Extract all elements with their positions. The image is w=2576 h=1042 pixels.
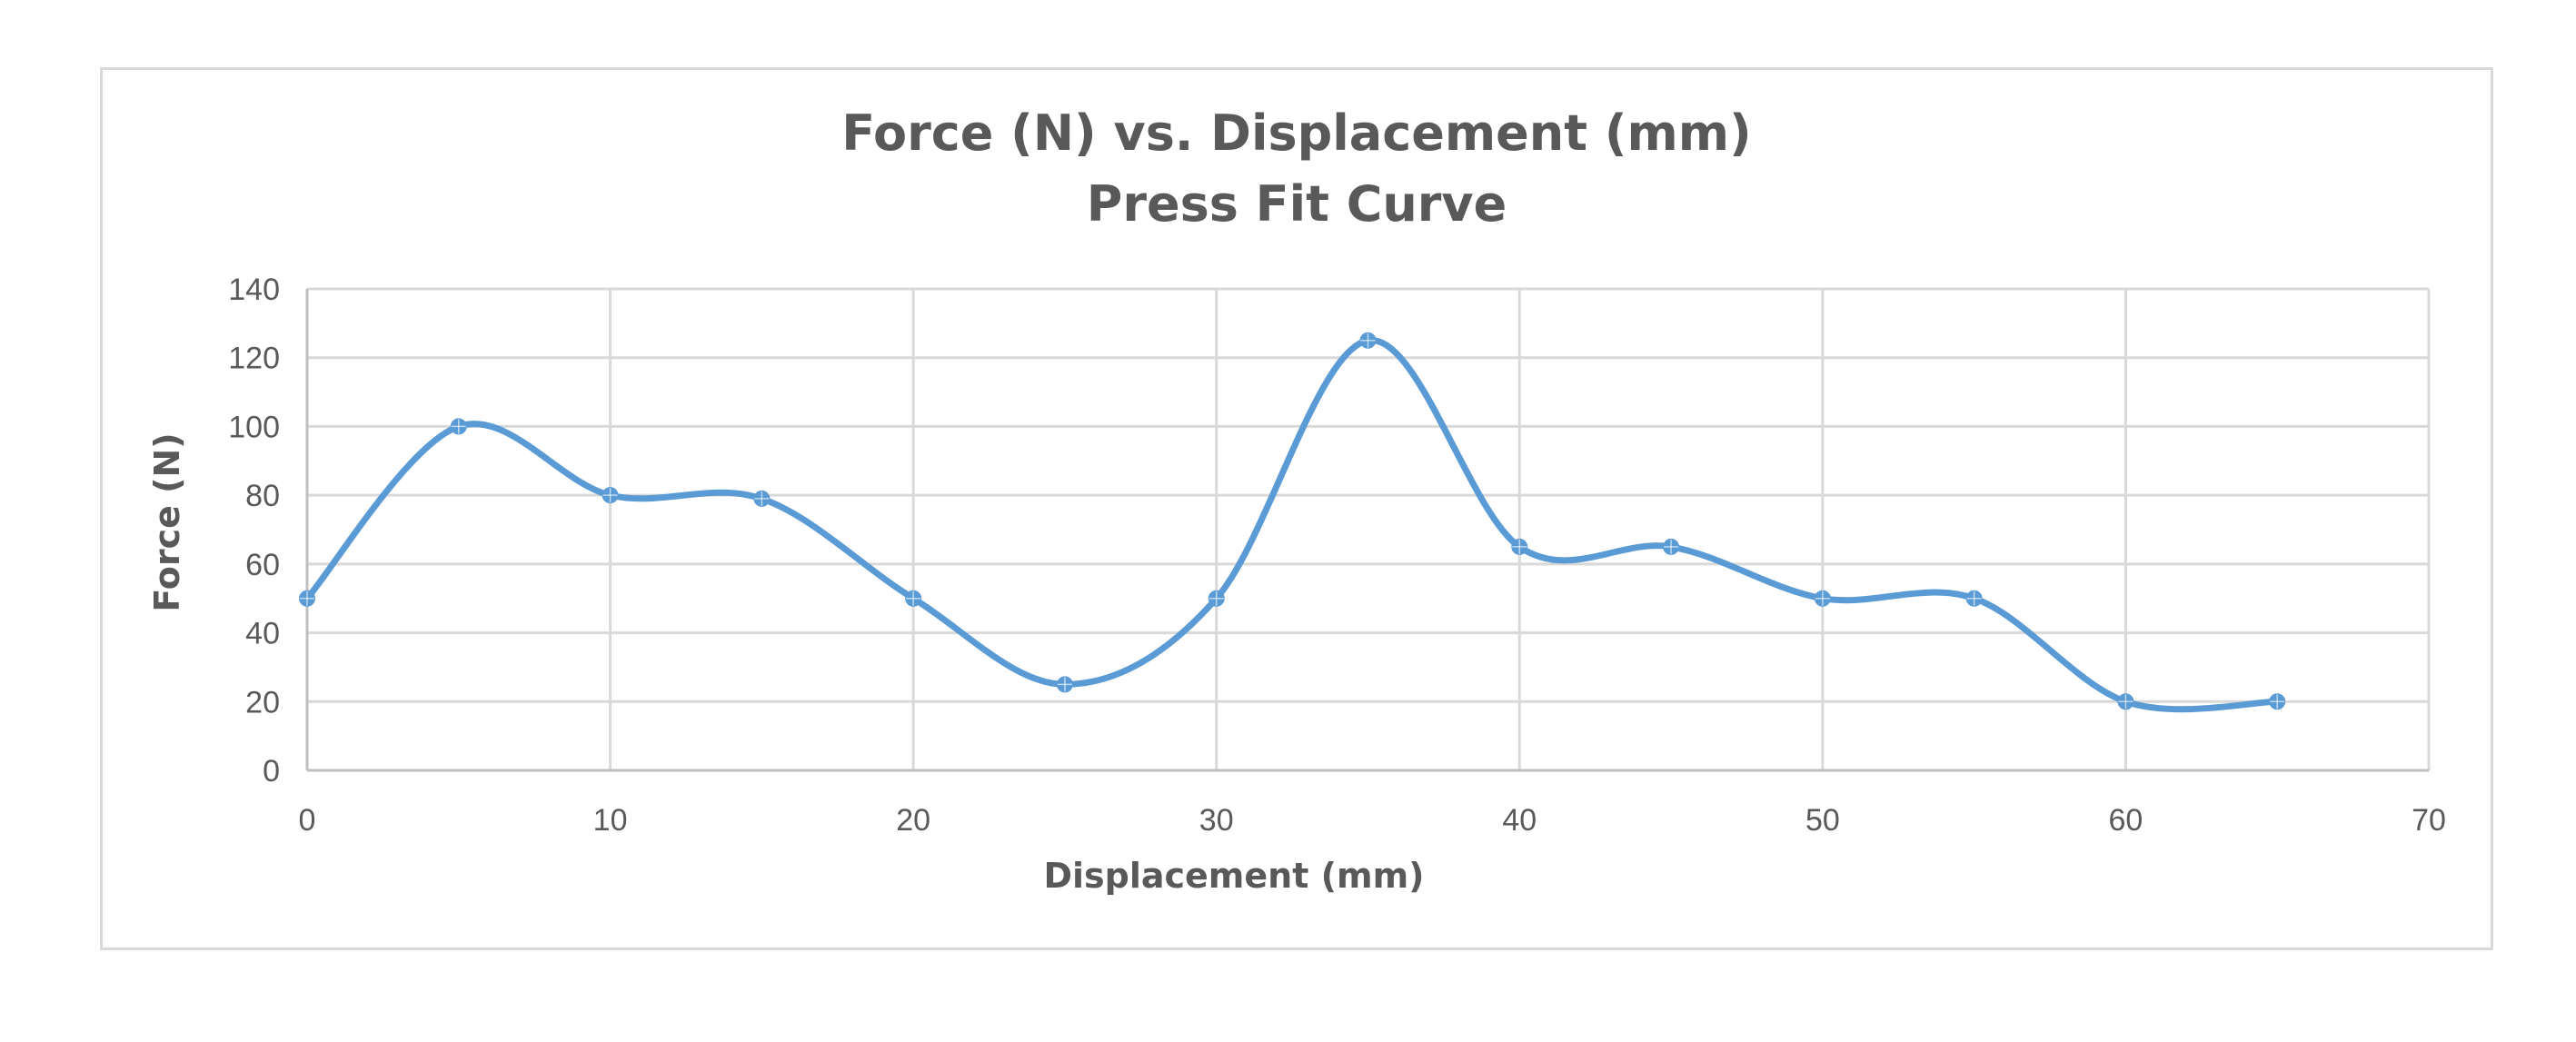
chart-title: Force (N) vs. Displacement (mm) [841, 104, 1751, 162]
x-tick-label-0: 0 [299, 803, 316, 838]
y-tick-label-4: 80 [245, 479, 280, 513]
x-tick-label-3: 30 [1199, 803, 1234, 838]
y-tick-label-2: 40 [245, 617, 280, 651]
chart-frame: Force (N) vs. Displacement (mm) Press Fi… [100, 67, 2493, 950]
x-tick-label-1: 10 [593, 803, 628, 838]
chart-svg: Force (N) vs. Displacement (mm) Press Fi… [147, 104, 2446, 896]
data-point-11 [1965, 590, 1983, 607]
y-tick-label-1: 20 [245, 685, 280, 719]
series-layer [299, 332, 2286, 713]
y-tick-label-0: 0 [263, 754, 280, 789]
y-tick-label-7: 140 [228, 273, 280, 307]
x-tick-label-5: 50 [1805, 803, 1840, 838]
data-point-5 [1056, 676, 1073, 693]
x-tick-label-7: 70 [2412, 803, 2446, 838]
tick-labels: 0 20 40 60 80 100 120 140 0 10 20 30 40 50 60 70 [228, 273, 2446, 838]
data-point-0 [299, 590, 315, 607]
data-point-2 [602, 487, 619, 504]
data-point-6 [1208, 590, 1225, 607]
data-point-10 [1814, 590, 1831, 607]
chart-subtitle: Press Fit Curve [1087, 175, 1507, 233]
data-point-12 [2117, 693, 2134, 710]
x-tick-label-6: 60 [2109, 803, 2143, 838]
x-axis-title: Displacement (mm) [1043, 856, 1424, 896]
data-point-9 [1663, 538, 1680, 555]
data-point-1 [450, 418, 467, 435]
series-line-0 [303, 337, 2281, 713]
data-point-8 [1511, 538, 1528, 555]
y-tick-label-6: 120 [228, 342, 280, 376]
data-point-7 [1359, 332, 1377, 349]
grid-layer [305, 287, 2431, 772]
y-tick-label-5: 100 [228, 410, 280, 444]
y-tick-label-3: 60 [245, 548, 280, 582]
y-axis-title: Force (N) [147, 432, 187, 611]
data-point-13 [2269, 693, 2286, 710]
x-tick-label-2: 20 [896, 803, 930, 838]
data-point-4 [905, 590, 922, 607]
data-point-3 [753, 490, 771, 507]
x-tick-label-4: 40 [1502, 803, 1537, 838]
